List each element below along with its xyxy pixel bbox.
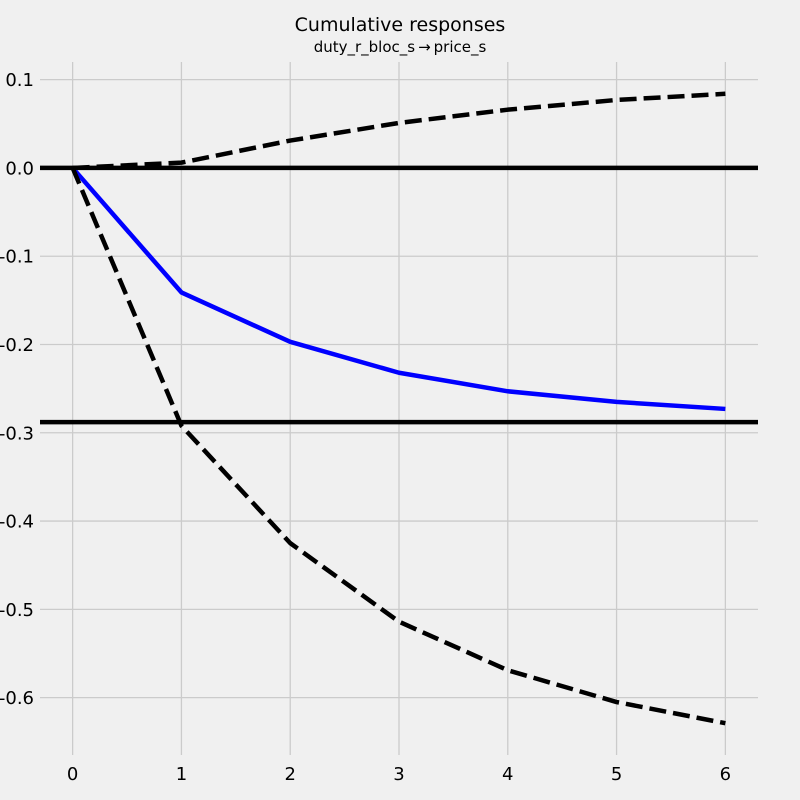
y-tick-label: 0.1 xyxy=(5,70,34,91)
y-tick-label: 0.0 xyxy=(5,158,34,179)
y-tick-label: -0.5 xyxy=(0,600,34,621)
chart-subtitle: duty_r_bloc_s → price_s xyxy=(314,38,487,57)
x-tick-label: 6 xyxy=(720,764,731,785)
y-tick-label: -0.3 xyxy=(0,423,34,444)
series-lines xyxy=(70,91,726,726)
x-tick-label: 0 xyxy=(67,764,78,785)
confidence-band-line xyxy=(72,91,726,171)
grid-lines xyxy=(40,62,758,755)
y-tick-label: -0.4 xyxy=(0,512,34,533)
x-tick-label: 3 xyxy=(393,764,404,785)
x-tick-label: 4 xyxy=(502,764,513,785)
y-tick-label: -0.6 xyxy=(0,688,34,709)
y-tick-label: -0.2 xyxy=(0,335,34,356)
x-axis-tick-labels: 0 1 2 3 4 5 6 xyxy=(67,764,731,785)
confidence-band-line xyxy=(70,167,726,726)
chart-title: Cumulative responses xyxy=(295,14,506,36)
x-tick-label: 5 xyxy=(611,764,622,785)
reference-lines xyxy=(40,165,758,425)
x-tick-label: 1 xyxy=(176,764,187,785)
response-line xyxy=(70,166,726,412)
y-axis-tick-labels: 0.1 0.0 -0.1 -0.2 -0.3 -0.4 -0.5 -0.6 xyxy=(0,70,34,709)
x-tick-label: 2 xyxy=(284,764,295,785)
y-tick-label: -0.1 xyxy=(0,247,34,268)
